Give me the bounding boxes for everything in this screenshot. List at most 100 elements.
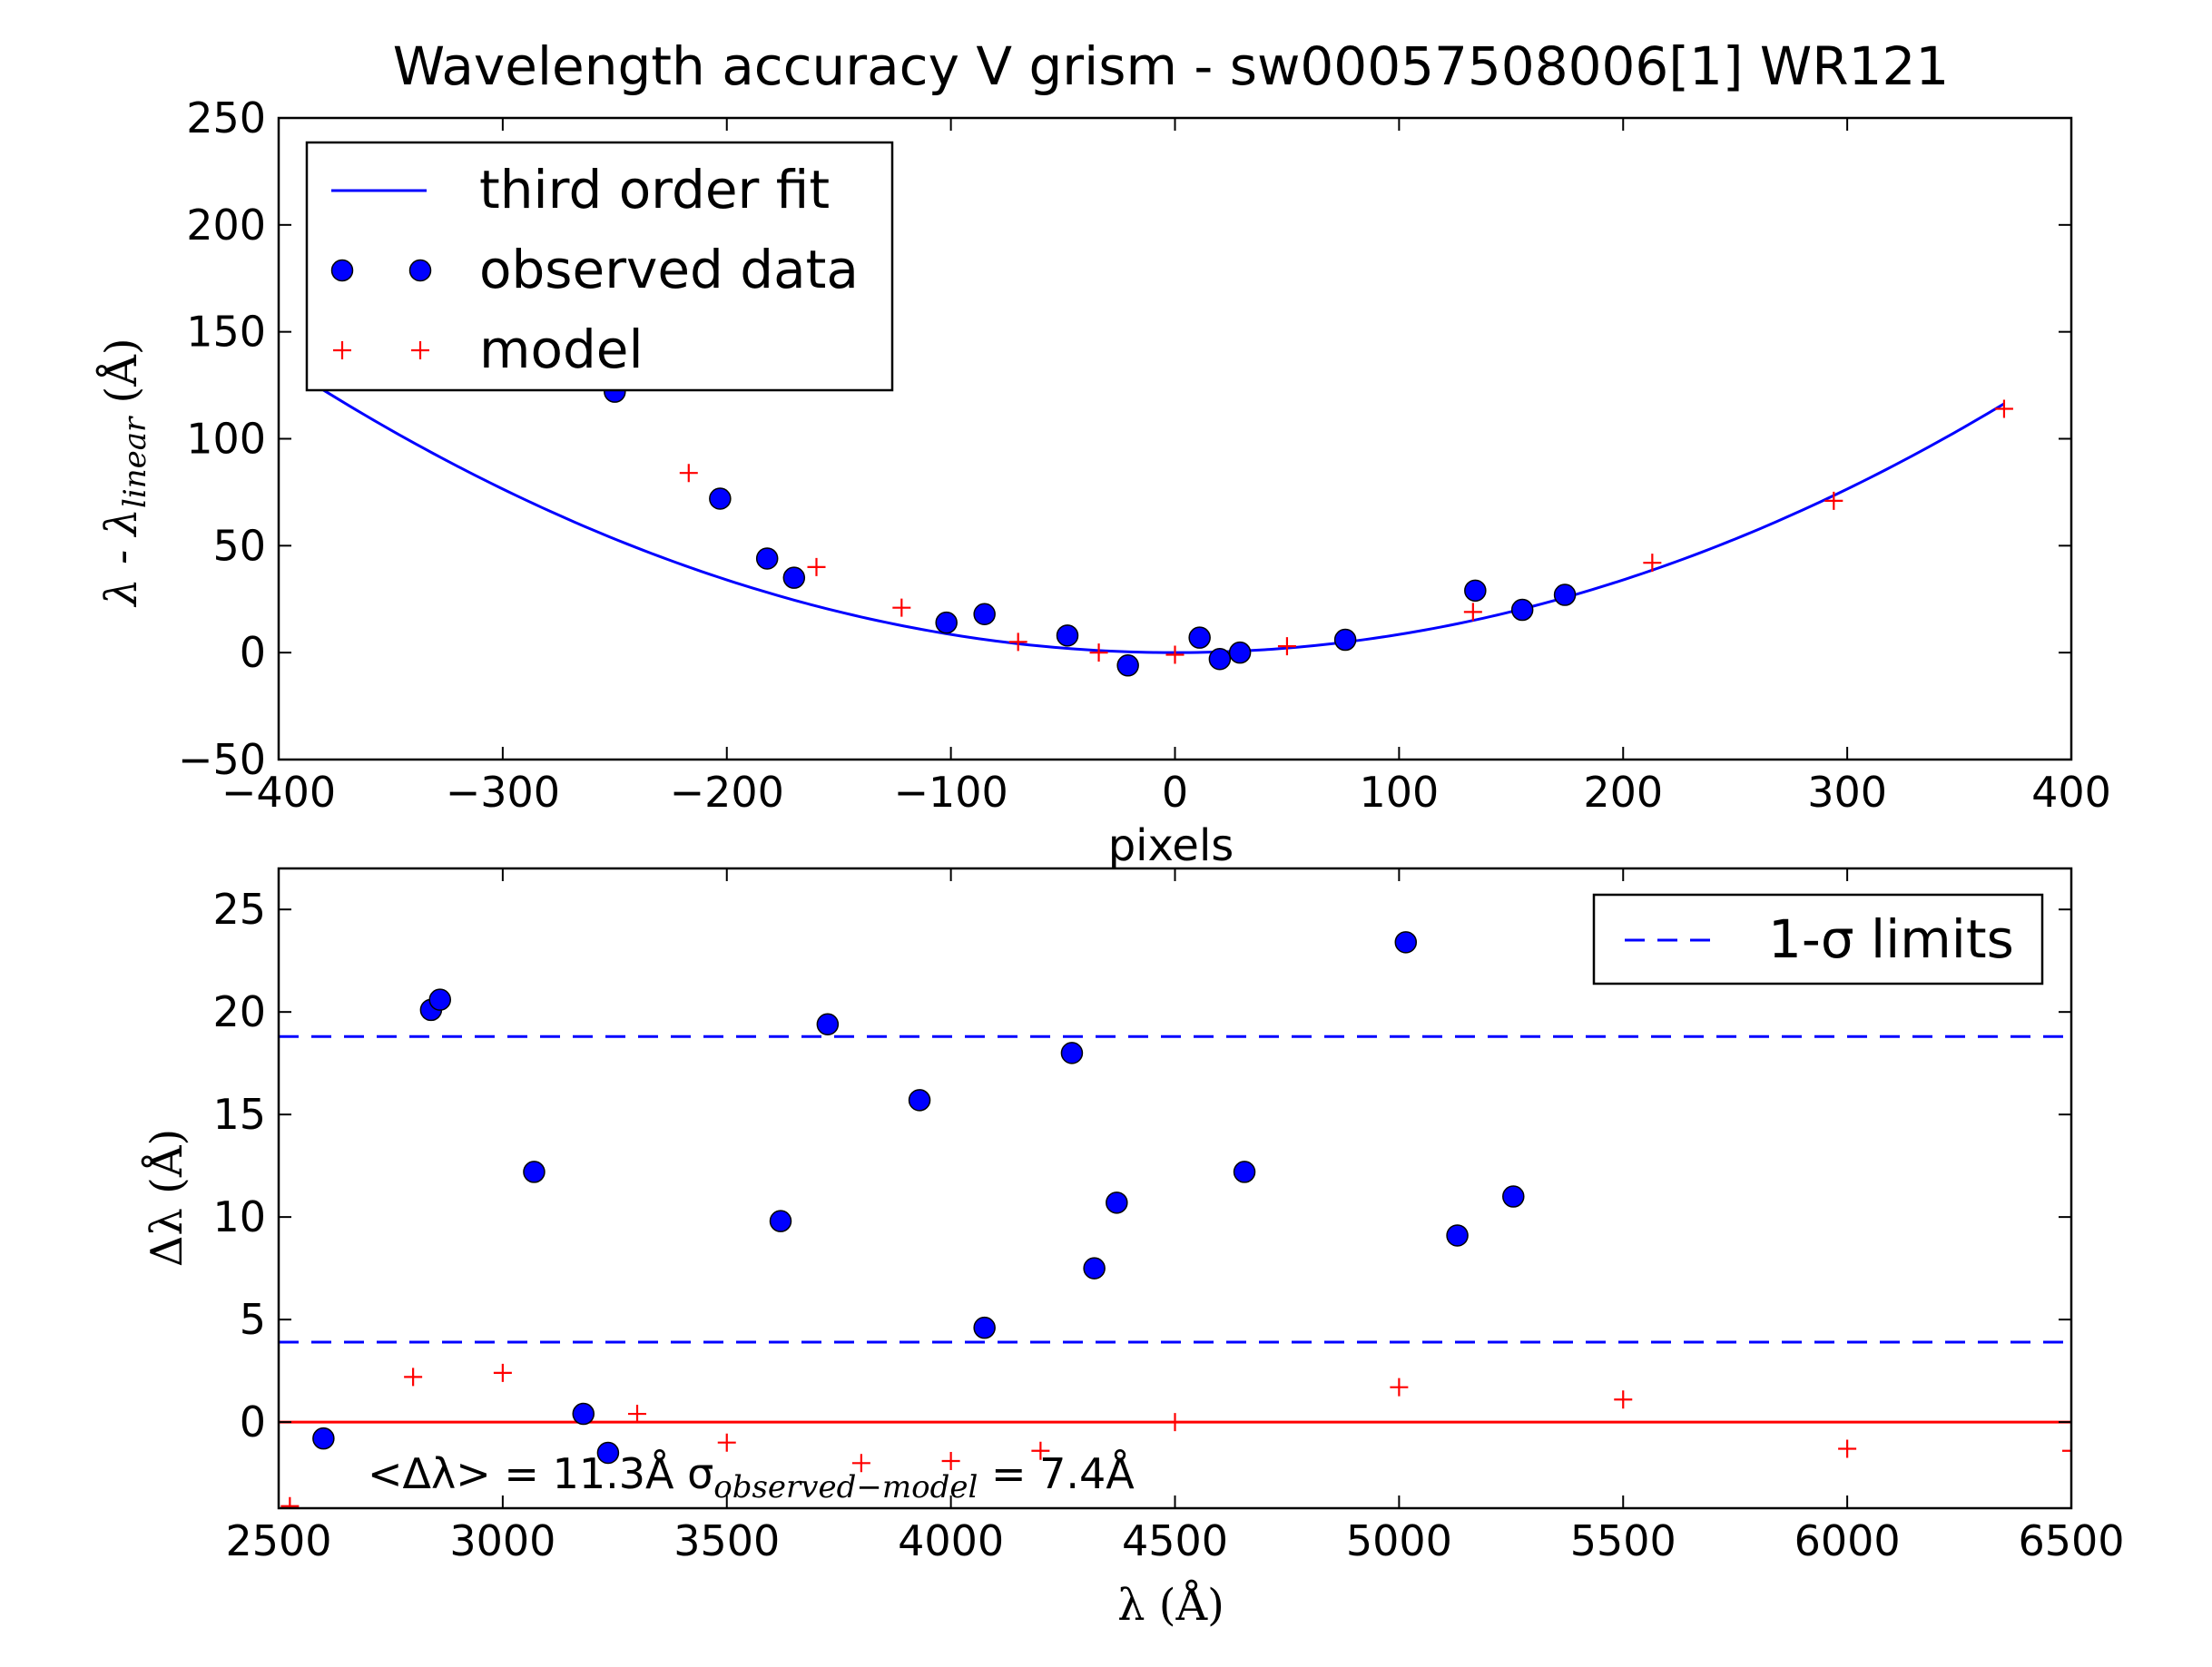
legend-label: model — [479, 319, 644, 380]
model-point — [1165, 1413, 1185, 1432]
observed-point — [908, 1089, 931, 1112]
x-tick-label: 6000 — [1794, 1516, 1901, 1565]
observed-point — [1446, 1224, 1469, 1247]
x-tick-label: −300 — [446, 768, 560, 817]
observed-point — [816, 1013, 840, 1035]
model-point — [493, 1363, 512, 1382]
legend-label: observed data — [479, 239, 859, 300]
observed-point — [1333, 628, 1357, 652]
top-legend: third order fit observed data model — [305, 141, 894, 392]
top-x-axis-label: pixels — [1108, 820, 1234, 871]
model-point — [280, 1496, 300, 1508]
chart-title: Wavelength accuracy V grism - sw00057508… — [393, 35, 1950, 97]
plot-contents — [322, 380, 2013, 677]
x-tick-label: 300 — [1807, 768, 1887, 817]
y-tick-label: −50 — [178, 735, 266, 784]
x-tick-label: 3500 — [673, 1516, 780, 1565]
observed-point — [1510, 598, 1534, 622]
model-point — [1994, 399, 2013, 418]
model-point — [1614, 1390, 1633, 1409]
y-tick-label: 100 — [186, 415, 266, 464]
fit-curve — [322, 388, 2005, 654]
svg-text:<Δλ> = 11.3Å σobserved−model: <Δλ> = 11.3Å σobserved−model = 7.4Å — [368, 1449, 1135, 1505]
model-point — [628, 1405, 646, 1424]
observed-point — [428, 988, 451, 1011]
y-tick-label: 20 — [212, 987, 266, 1036]
x-tick-label: 0 — [1162, 768, 1188, 817]
observed-point — [935, 611, 958, 634]
bottom-x-axis-label: λ (Å) — [1117, 1579, 1224, 1631]
model-point — [892, 598, 911, 617]
observed-point — [1083, 1257, 1106, 1280]
legend-label: 1-σ limits — [1768, 908, 2014, 970]
svg-text:λ - λlinear (Å): λ - λlinear (Å) — [95, 338, 153, 607]
x-tick-label: −200 — [670, 768, 784, 817]
model-point — [1838, 1439, 1857, 1458]
y-tick-label: 15 — [212, 1090, 266, 1139]
x-tick-label: −400 — [221, 768, 336, 817]
x-tick-label: 4000 — [898, 1516, 1004, 1565]
observed-point — [572, 1402, 595, 1426]
model-point — [851, 1454, 870, 1473]
model-point — [1165, 645, 1185, 664]
y-tick-label: 10 — [212, 1192, 266, 1241]
observed-point — [973, 603, 996, 625]
observed-point — [523, 1161, 546, 1183]
model-point — [807, 557, 826, 576]
observed-point — [1188, 626, 1211, 649]
plot-contents — [279, 931, 2071, 1508]
model-point — [717, 1433, 736, 1452]
x-tick-label: 5500 — [1570, 1516, 1676, 1565]
observed-point — [709, 487, 732, 510]
y-tick-label: 25 — [212, 885, 266, 934]
observed-point — [973, 1316, 996, 1339]
observed-point — [755, 547, 779, 570]
x-tick-label: 4500 — [1122, 1516, 1228, 1565]
model-point — [2062, 1441, 2071, 1460]
legend-plus-swatch — [333, 341, 351, 359]
model-point — [1008, 632, 1027, 652]
bottom-chart-panel: 2500 3000 3500 4000 4500 5000 5500 6000 6500 0 5 10… — [141, 867, 2125, 1631]
model-point — [941, 1452, 960, 1471]
observed-point — [1553, 583, 1577, 606]
model-point — [1463, 603, 1482, 622]
y-tick-label: 5 — [240, 1295, 266, 1344]
x-tick-label: 100 — [1359, 768, 1439, 817]
x-tick-label: 200 — [1583, 768, 1663, 817]
bottom-plot-area: 2500 3000 3500 4000 4500 5000 5500 6000 6500 0 5 10… — [212, 867, 2125, 1565]
observed-point — [312, 1427, 335, 1450]
model-point — [1031, 1441, 1050, 1460]
legend-circle-swatch — [330, 259, 354, 282]
y-tick-label: 0 — [240, 628, 266, 677]
legend-label: third order fit — [479, 159, 830, 221]
x-tick-label: 2500 — [225, 1516, 331, 1565]
legend-box — [305, 141, 894, 392]
model-point — [679, 464, 698, 483]
x-tick-label: 3000 — [449, 1516, 555, 1565]
observed-point — [1060, 1042, 1084, 1064]
observed-point — [1056, 624, 1079, 647]
x-tick-label: 5000 — [1346, 1516, 1452, 1565]
model-point — [1643, 554, 1662, 573]
observed-point — [1502, 1185, 1525, 1208]
y-tick-label: 150 — [186, 308, 266, 357]
y-tick-label: 250 — [186, 93, 266, 142]
legend-plus-swatch — [411, 341, 429, 359]
x-tick-label: 6500 — [2018, 1516, 2124, 1565]
observed-point — [1394, 931, 1418, 954]
legend-circle-swatch — [408, 259, 432, 282]
top-plot-area: −400 −300 −200 −100 0 100 200 300 400 −50 0 50 100 15… — [178, 93, 2111, 817]
model-point — [1390, 1378, 1409, 1397]
observed-point — [1464, 579, 1487, 603]
observed-point — [769, 1210, 792, 1232]
bottom-y-axis-label: Δλ (Å) — [141, 1129, 192, 1267]
observed-point — [1208, 647, 1232, 671]
mean-residual-annotation: <Δλ> = 11.3Å σobserved−model = 7.4Å — [368, 1449, 1135, 1505]
y-tick-label: 200 — [186, 201, 266, 250]
model-point — [404, 1368, 423, 1387]
top-chart-panel: Wavelength accuracy V grism - sw00057508… — [95, 35, 2111, 871]
observed-point — [782, 566, 806, 589]
model-point — [1277, 637, 1296, 656]
model-point — [1824, 491, 1843, 510]
